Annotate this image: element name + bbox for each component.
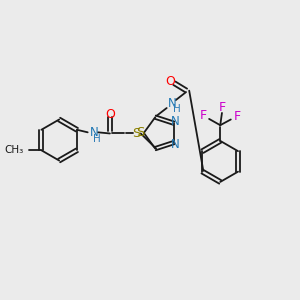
- Text: O: O: [165, 75, 175, 88]
- Text: S: S: [136, 126, 144, 140]
- Text: N: N: [171, 115, 180, 128]
- Text: H: H: [173, 103, 181, 114]
- Text: S: S: [133, 127, 141, 140]
- Text: N: N: [171, 137, 180, 151]
- Text: N: N: [90, 126, 98, 139]
- Text: F: F: [219, 101, 226, 114]
- Text: CH₃: CH₃: [4, 145, 23, 155]
- Text: F: F: [200, 109, 207, 122]
- Text: O: O: [106, 108, 116, 121]
- Text: F: F: [234, 110, 241, 123]
- Text: H: H: [94, 134, 101, 144]
- Text: N: N: [167, 97, 176, 110]
